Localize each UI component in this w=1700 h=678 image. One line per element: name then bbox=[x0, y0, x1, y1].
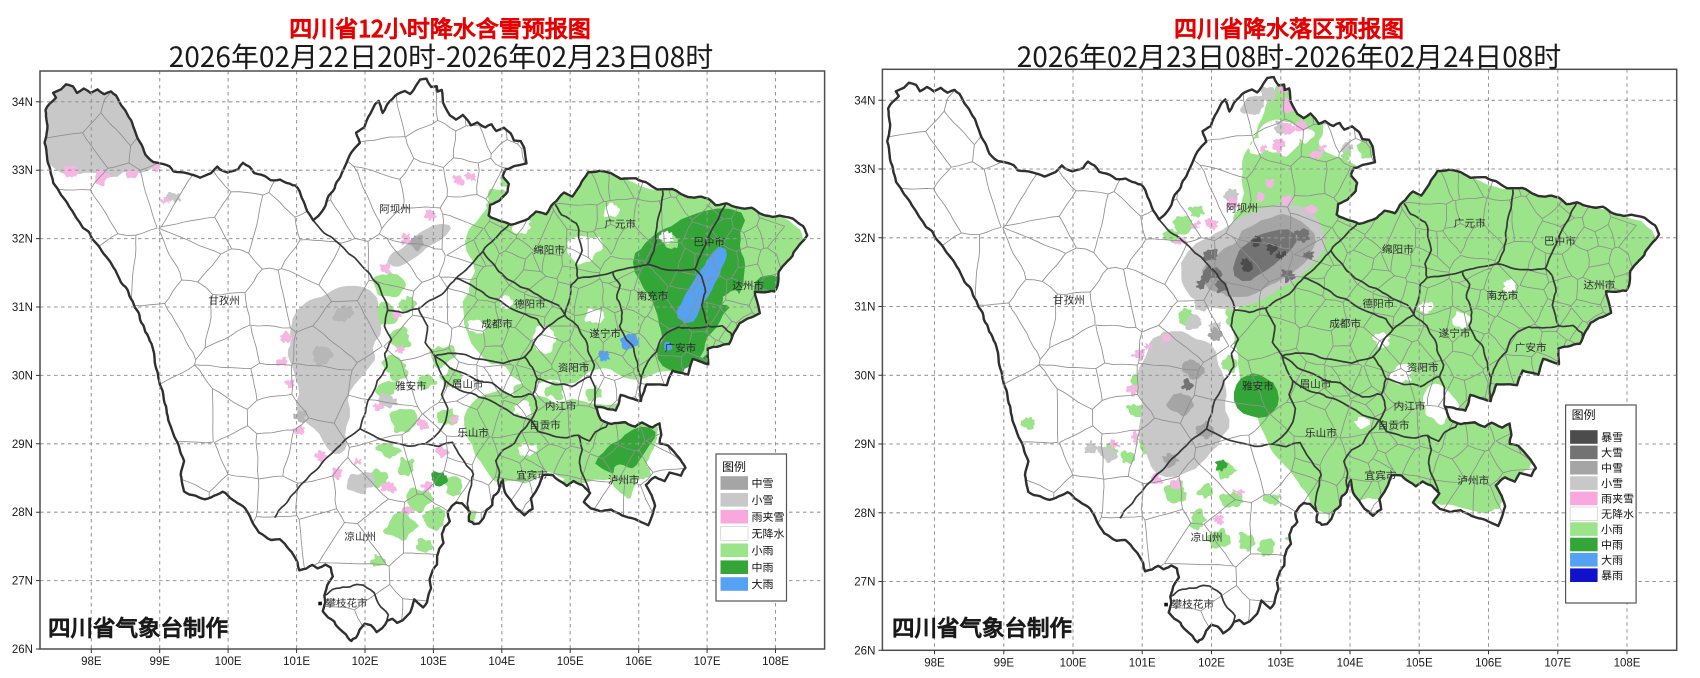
svg-text:106E: 106E bbox=[625, 656, 652, 668]
svg-text:33N: 33N bbox=[854, 164, 875, 176]
svg-text:101E: 101E bbox=[283, 656, 310, 668]
svg-text:102E: 102E bbox=[352, 656, 379, 668]
svg-text:26N: 26N bbox=[12, 644, 33, 656]
svg-text:104E: 104E bbox=[488, 656, 515, 668]
svg-text:98E: 98E bbox=[924, 657, 945, 669]
svg-text:27N: 27N bbox=[854, 577, 875, 589]
svg-text:103E: 103E bbox=[1267, 657, 1294, 669]
svg-text:27N: 27N bbox=[12, 576, 33, 588]
svg-text:29N: 29N bbox=[854, 439, 875, 451]
svg-text:99E: 99E bbox=[149, 656, 170, 668]
svg-text:107E: 107E bbox=[694, 656, 721, 668]
svg-text:32N: 32N bbox=[12, 234, 33, 246]
svg-text:29N: 29N bbox=[12, 439, 33, 451]
svg-text:103E: 103E bbox=[420, 656, 447, 668]
svg-text:105E: 105E bbox=[557, 656, 584, 668]
svg-text:33N: 33N bbox=[12, 165, 33, 177]
svg-text:98E: 98E bbox=[81, 656, 102, 668]
svg-text:30N: 30N bbox=[12, 370, 33, 382]
svg-text:104E: 104E bbox=[1337, 657, 1364, 669]
svg-text:34N: 34N bbox=[12, 97, 33, 109]
svg-text:26N: 26N bbox=[854, 645, 875, 657]
svg-text:100E: 100E bbox=[215, 656, 242, 668]
svg-text:108E: 108E bbox=[762, 656, 789, 668]
svg-text:101E: 101E bbox=[1129, 657, 1156, 669]
svg-text:99E: 99E bbox=[994, 657, 1015, 669]
svg-text:105E: 105E bbox=[1406, 657, 1433, 669]
svg-text:100E: 100E bbox=[1060, 657, 1087, 669]
svg-text:31N: 31N bbox=[12, 302, 33, 314]
svg-text:102E: 102E bbox=[1198, 657, 1225, 669]
svg-text:28N: 28N bbox=[854, 508, 875, 520]
svg-text:34N: 34N bbox=[854, 95, 875, 107]
svg-text:28N: 28N bbox=[12, 507, 33, 519]
svg-text:107E: 107E bbox=[1544, 657, 1571, 669]
svg-text:106E: 106E bbox=[1475, 657, 1502, 669]
svg-text:108E: 108E bbox=[1614, 657, 1641, 669]
svg-text:31N: 31N bbox=[854, 302, 875, 314]
svg-text:32N: 32N bbox=[854, 233, 875, 245]
svg-text:30N: 30N bbox=[854, 370, 875, 382]
